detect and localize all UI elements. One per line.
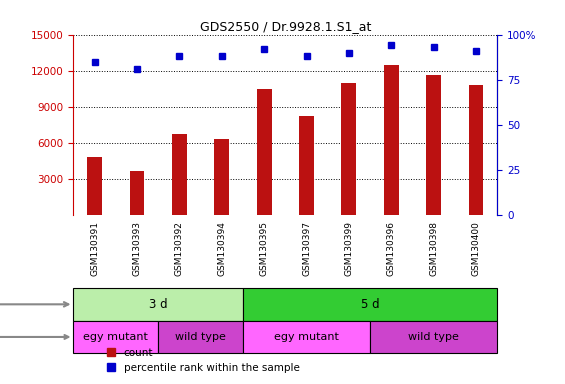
Text: GSM130400: GSM130400	[472, 221, 480, 276]
Bar	[384, 65, 399, 215]
Bar	[87, 157, 102, 215]
Text: 3 d: 3 d	[149, 298, 167, 311]
Text: GSM130394: GSM130394	[218, 221, 226, 276]
Text: egy mutant: egy mutant	[84, 332, 148, 342]
Text: GSM130397: GSM130397	[302, 221, 311, 276]
Bar	[468, 85, 484, 215]
Text: genotype/variation: genotype/variation	[0, 332, 68, 342]
Bar	[370, 321, 497, 353]
Text: wild type: wild type	[408, 332, 459, 342]
Bar	[243, 288, 497, 321]
Title: GDS2550 / Dr.9928.1.S1_at: GDS2550 / Dr.9928.1.S1_at	[199, 20, 371, 33]
Bar	[129, 170, 145, 215]
Text: wild type: wild type	[175, 332, 226, 342]
Bar	[158, 321, 243, 353]
Bar	[341, 83, 357, 215]
Text: 5 d: 5 d	[361, 298, 379, 311]
Bar	[73, 321, 158, 353]
Text: GSM130393: GSM130393	[133, 221, 141, 276]
Text: GSM130392: GSM130392	[175, 221, 184, 276]
Bar	[257, 89, 272, 215]
Legend: count, percentile rank within the sample: count, percentile rank within the sample	[107, 348, 299, 373]
Bar	[299, 116, 314, 215]
Bar	[243, 321, 370, 353]
Text: GSM130398: GSM130398	[429, 221, 438, 276]
Text: egy mutant: egy mutant	[274, 332, 339, 342]
Bar	[214, 139, 229, 215]
Text: age: age	[0, 299, 68, 310]
Text: GSM130395: GSM130395	[260, 221, 268, 276]
Bar	[426, 76, 441, 215]
Text: GSM130391: GSM130391	[90, 221, 99, 276]
Text: GSM130399: GSM130399	[345, 221, 353, 276]
Bar	[73, 288, 243, 321]
Text: GSM130396: GSM130396	[387, 221, 396, 276]
Bar	[172, 134, 187, 215]
